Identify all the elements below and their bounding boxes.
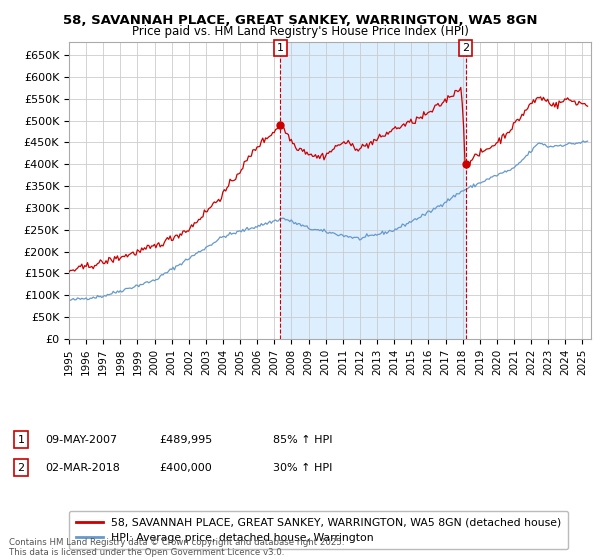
Text: 2: 2 <box>17 463 25 473</box>
Text: 30% ↑ HPI: 30% ↑ HPI <box>273 463 332 473</box>
Text: 58, SAVANNAH PLACE, GREAT SANKEY, WARRINGTON, WA5 8GN: 58, SAVANNAH PLACE, GREAT SANKEY, WARRIN… <box>63 14 537 27</box>
Text: 09-MAY-2007: 09-MAY-2007 <box>45 435 117 445</box>
Bar <box>280 42 466 339</box>
Text: 1: 1 <box>17 435 25 445</box>
Text: £400,000: £400,000 <box>159 463 212 473</box>
Text: 85% ↑ HPI: 85% ↑ HPI <box>273 435 332 445</box>
Text: 2: 2 <box>462 43 469 53</box>
Text: Price paid vs. HM Land Registry's House Price Index (HPI): Price paid vs. HM Land Registry's House … <box>131 25 469 38</box>
Text: 02-MAR-2018: 02-MAR-2018 <box>45 463 120 473</box>
Text: £489,995: £489,995 <box>159 435 212 445</box>
Text: 1: 1 <box>277 43 284 53</box>
Legend: 58, SAVANNAH PLACE, GREAT SANKEY, WARRINGTON, WA5 8GN (detached house), HPI: Ave: 58, SAVANNAH PLACE, GREAT SANKEY, WARRIN… <box>69 511 568 549</box>
Text: Contains HM Land Registry data © Crown copyright and database right 2025.
This d: Contains HM Land Registry data © Crown c… <box>9 538 344 557</box>
